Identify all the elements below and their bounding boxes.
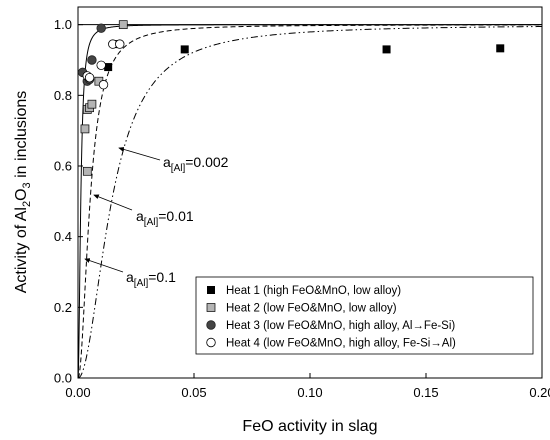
data-point-heat-2	[87, 99, 97, 109]
x-tick-label: 0.20	[529, 385, 550, 400]
y-axis-title: Activity of Al2O3 in inclusions	[13, 91, 33, 294]
annotation-arrow-0.01	[93, 194, 133, 211]
data-points	[77, 20, 505, 176]
data-point-heat-1	[104, 63, 113, 72]
activity-curves	[77, 24, 543, 379]
legend-box	[195, 276, 534, 355]
legend-marker-heat-1	[207, 286, 215, 294]
legend: Heat 1 (high FeO&MnO, low alloy) Heat 2 (…	[195, 276, 534, 355]
legend-marker-heat-3	[206, 320, 216, 330]
data-point-heat-1	[180, 45, 189, 54]
y-tick-label: 0.6	[54, 159, 72, 174]
legend-label-heat-4: Heat 4 (low FeO&MnO, high alloy, Fe-Si→A…	[226, 338, 456, 350]
curve-annotations: a[Al]=0.002 a[Al]=0.01 a[Al]=0.1	[84, 147, 229, 289]
x-tick-label: 0.00	[65, 385, 90, 400]
legend-marker-heat-4	[206, 337, 216, 348]
x-tick-label: 0.05	[181, 385, 206, 400]
data-point-heat-1	[382, 45, 391, 54]
y-title-part-3: O	[13, 188, 30, 200]
y-title-sub-2: 2	[21, 201, 33, 207]
y-tick-label: 0.0	[54, 371, 72, 386]
y-title-part-1: Activity of Al	[13, 207, 30, 293]
data-point-heat-4	[115, 39, 125, 49]
data-point-heat-4	[84, 72, 95, 83]
curve-a-al-0.01	[77, 24, 542, 379]
y-tick-label: 0.4	[54, 229, 72, 244]
y-title-sub-3: 3	[21, 182, 33, 188]
legend-marker-heat-2	[206, 303, 216, 312]
annotation-label-0.1: a[Al]=0.1	[126, 269, 176, 289]
y-tick-label: 0.2	[54, 300, 72, 315]
y-axis-ticks: 0.0 0.2 0.4 0.6 0.8 1.0	[54, 17, 83, 386]
y-tick-label: 1.0	[54, 17, 72, 32]
data-point-heat-4	[96, 60, 106, 71]
data-point-heat-4	[98, 80, 109, 90]
data-point-heat-2	[82, 166, 92, 176]
annotation-arrow-0.002	[118, 147, 161, 161]
data-point-heat-3	[96, 23, 106, 33]
data-point-heat-1	[496, 44, 505, 53]
y-title-part-5: in inclusions	[13, 91, 30, 183]
x-tick-label: 0.10	[297, 385, 322, 400]
legend-label-heat-2: Heat 2 (low FeO&MnO, low alloy)	[226, 303, 397, 315]
annotation-label-0.01: a[Al]=0.01	[136, 208, 194, 228]
data-point-heat-2	[80, 124, 90, 134]
legend-label-heat-3: Heat 3 (low FeO&MnO, high alloy, Al→Fe-S…	[226, 320, 455, 332]
y-tick-label: 0.8	[54, 88, 72, 103]
legend-label-heat-1: Heat 1 (high FeO&MnO, low alloy)	[226, 285, 401, 297]
data-point-heat-3	[87, 55, 97, 65]
annotation-arrow-0.1	[84, 258, 124, 273]
x-axis-title: FeO activity in slag	[242, 418, 377, 435]
x-tick-label: 0.15	[413, 385, 438, 400]
annotation-label-0.002: a[Al]=0.002	[163, 154, 229, 174]
x-axis-ticks: 0.00 0.05 0.10 0.15 0.20	[65, 373, 550, 400]
data-point-heat-2	[118, 20, 128, 30]
